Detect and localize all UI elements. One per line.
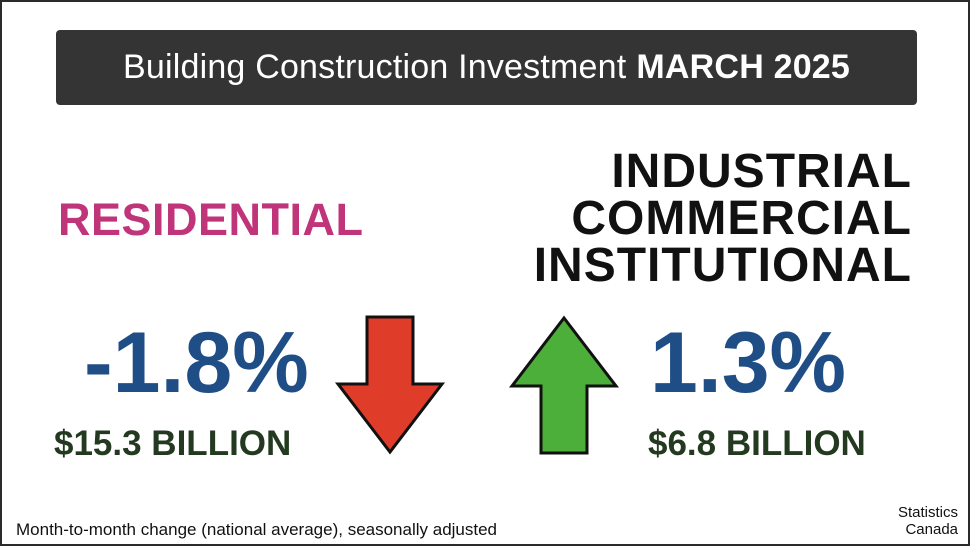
source-line-2: Canada <box>905 521 958 538</box>
statistics-canada-wordmark: Statistics Canada <box>898 504 958 538</box>
nonresidential-heading: INDUSTRIAL COMMERCIAL INSTITUTIONAL <box>533 145 912 292</box>
institutional-label: INSTITUTIONAL <box>533 239 912 292</box>
nonresidential-amount: $6.8 BILLION <box>648 424 866 463</box>
industrial-label: INDUSTRIAL <box>611 145 912 198</box>
title-date: MARCH 2025 <box>636 48 851 86</box>
down-arrow-icon <box>334 315 446 455</box>
commercial-label: COMMERCIAL <box>571 192 912 245</box>
title-text: Building Construction Investment <box>122 48 627 86</box>
title-bar: Building Construction Investment MARCH 2… <box>56 30 917 105</box>
up-arrow-icon <box>508 315 620 455</box>
residential-change: -1.8% <box>84 315 309 411</box>
footnote: Month-to-month change (national average)… <box>16 520 498 539</box>
nonresidential-change: 1.3% <box>650 315 847 411</box>
residential-amount: $15.3 BILLION <box>54 424 292 463</box>
source-line-1: Statistics <box>897 504 958 521</box>
residential-heading: RESIDENTIAL <box>58 194 364 245</box>
